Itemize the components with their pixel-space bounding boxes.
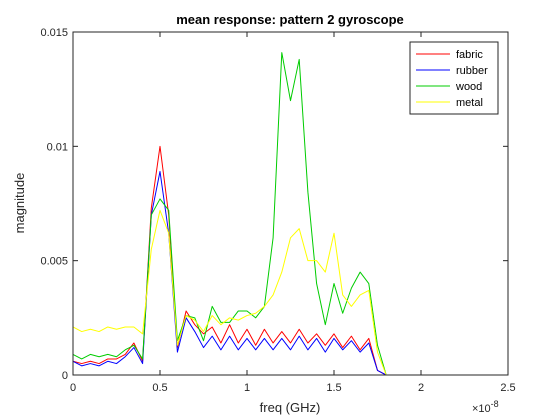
x-tick-label: 0.5: [152, 382, 167, 394]
legend-label-fabric: fabric: [456, 49, 483, 61]
legend: fabric rubber wood metal: [409, 41, 499, 115]
y-tick-label: 0: [62, 370, 68, 382]
x-exponent-label: ×10-8: [472, 399, 499, 415]
axes-layer: [72, 31, 509, 376]
legend-label-wood: wood: [455, 81, 482, 93]
legend-box: [409, 41, 499, 115]
x-tick-label: 2: [418, 382, 424, 394]
legend-label-rubber: rubber: [456, 65, 488, 77]
x-tick-label: 2.5: [500, 382, 515, 394]
axes-box: [72, 31, 509, 376]
x-exponent-power: -8: [491, 399, 499, 409]
ticks-layer: 0 0.5 1 1.5 2 2.5 0 0.005 0.01 0.015: [40, 27, 515, 394]
x-tick-label: 1: [244, 382, 250, 394]
y-axis-label: magnitude: [12, 173, 27, 234]
chart-title: mean response: pattern 2 gyroscope: [176, 12, 404, 27]
x-tick-label: 1.5: [326, 382, 341, 394]
x-tick-label: 0: [70, 382, 76, 394]
x-axis-label: freq (GHz): [260, 400, 321, 415]
legend-label-metal: metal: [456, 97, 483, 109]
y-tick-label: 0.005: [40, 256, 68, 268]
y-tick-label: 0.015: [40, 27, 68, 39]
y-tick-label: 0.01: [47, 141, 68, 153]
x-exponent-base: ×10: [472, 403, 491, 415]
